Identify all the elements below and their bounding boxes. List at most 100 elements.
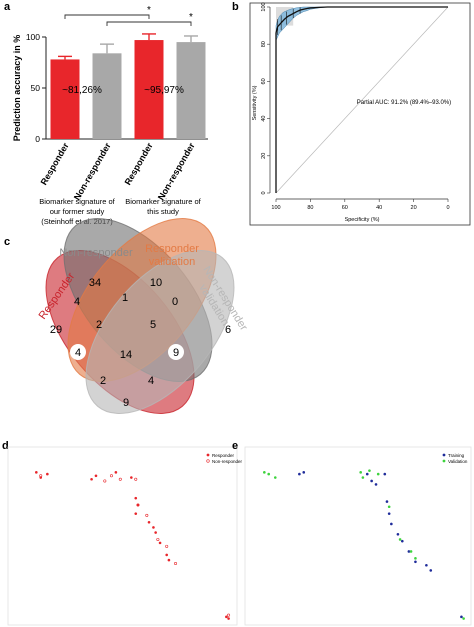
- b-y-tick-label-1: 20: [261, 153, 267, 159]
- venn-count-nr-rv-nrv: 5: [150, 319, 156, 331]
- venn-count-r-rv: 4: [75, 347, 81, 359]
- panel-b: b Sensitivity (%) Specificity (%) 100 80 6…: [232, 1, 471, 226]
- a-y-tick-label-2: 100: [26, 32, 40, 42]
- a-x-tick-labels: Responder Non-responder Responder Non-respo…: [39, 141, 197, 202]
- b-x-tick-label-3: 40: [376, 205, 382, 211]
- d-point-0-0: [35, 471, 38, 474]
- b-y-tick-label-4: 80: [261, 41, 267, 47]
- venn-highlight-nr-nrv: [168, 344, 184, 360]
- e-point-1-7: [387, 505, 391, 509]
- d-point-0-6: [130, 476, 133, 479]
- b-y-axis-label: Sensitivity (%): [252, 85, 258, 120]
- e-point-0-14: [429, 569, 433, 572]
- a-group-label-former: Biomarker signature of our former study …: [39, 197, 115, 226]
- e-point-0-6: [385, 500, 389, 503]
- venn-count-rv-only: 10: [150, 277, 162, 289]
- a-bars: [50, 33, 206, 140]
- a-x-tick-label-2: Responder: [123, 141, 155, 187]
- d-point-0-12: [154, 531, 157, 534]
- a-sig-star-non-responder: *: [189, 12, 193, 23]
- d-legend-marker-responder: [206, 453, 210, 457]
- d-point-0-8: [136, 503, 140, 507]
- d-point-1-5: [136, 503, 140, 507]
- b-x-tick-label-2: 60: [342, 205, 348, 211]
- e-legend-validation: Validation: [448, 459, 468, 464]
- b-y-tick-label-0: 0: [261, 191, 267, 194]
- panel-label-c: c: [4, 236, 10, 248]
- a-group-label-this: Biomarker signature of this study: [125, 197, 201, 216]
- venn-count-r-rv-nrv: 2: [100, 375, 106, 387]
- d-point-0-10: [147, 520, 151, 524]
- a-bar-0: [50, 59, 80, 139]
- a-group-former-line2: our former study: [50, 207, 105, 216]
- a-group-this-line1: Biomarker signature of: [125, 197, 201, 206]
- e-point-0-9: [396, 532, 400, 536]
- a-y-axis-label: Prediction accuracy in %: [12, 35, 22, 142]
- venn-label-non-responder: Non-responder: [59, 247, 133, 259]
- venn-highlight-r-rv: [70, 344, 86, 360]
- a-annotation-former: ~81,26%: [62, 85, 102, 96]
- panel-label-b: b: [232, 1, 239, 13]
- e-point-1-9: [409, 550, 413, 553]
- e-point-1-0: [263, 471, 266, 474]
- venn-count-nrv-only: 6: [225, 324, 231, 336]
- a-annotation-this: ~95,97%: [144, 85, 184, 96]
- e-point-0-0: [298, 472, 301, 476]
- e-point-0-4: [374, 483, 378, 486]
- venn-count-r-nr: 4: [74, 296, 80, 308]
- a-significance: **: [64, 5, 193, 26]
- d-point-1-3: [118, 477, 122, 481]
- e-scatter: [263, 469, 465, 620]
- e-point-0-8: [390, 522, 393, 526]
- e-point-1-3: [359, 471, 362, 474]
- d-point-1-1: [109, 474, 113, 478]
- d-scatter: [35, 471, 231, 620]
- b-frame: [249, 2, 471, 226]
- venn-count-nr-rv: 1: [122, 292, 128, 304]
- b-y-tick-label-3: 60: [261, 78, 267, 84]
- panel-c: c Responder Non-responder Responder vali…: [4, 218, 250, 414]
- b-roc-curve: [275, 6, 448, 193]
- d-point-0-13: [158, 541, 162, 545]
- d-frame: [7, 446, 238, 626]
- e-point-0-10: [401, 539, 404, 543]
- e-legend-marker-training: [442, 453, 446, 457]
- e-frame: [244, 446, 472, 626]
- a-bar-1: [92, 53, 122, 139]
- venn-counts: 34 10 29 6 4 1 0 2 5 4 9 14 2 4 9: [50, 277, 231, 409]
- e-point-0-1: [302, 471, 306, 474]
- a-sig-star-responder: *: [147, 5, 151, 16]
- b-x-tick-label-1: 80: [307, 205, 313, 211]
- a-x-tick-label-1: Non-responder: [72, 141, 113, 202]
- panel-e: e Training Validation: [232, 440, 472, 626]
- venn-count-rv-nrv: 0: [172, 296, 178, 308]
- b-y-tick-label-5: 100: [261, 2, 267, 11]
- d-point-0-15: [167, 558, 171, 562]
- b-diagonal-reference: [275, 6, 449, 194]
- d-point-0-17: [227, 617, 230, 620]
- b-confidence-band: [275, 6, 328, 41]
- venn-count-r-nr-nrv: 4: [148, 375, 154, 387]
- panel-d: d Responder Non-responder: [2, 440, 243, 626]
- e-point-0-3: [370, 479, 373, 483]
- venn-label-responder-validation-2: validation: [149, 256, 195, 268]
- a-y-ticks: 0 50 100: [26, 32, 46, 144]
- e-point-0-15: [460, 615, 463, 619]
- b-x-tick-label-0: 100: [271, 205, 280, 211]
- e-point-0-5: [383, 472, 387, 476]
- e-legend: Training Validation: [442, 453, 468, 464]
- d-point-0-4: [90, 477, 93, 481]
- d-legend: Responder Non-responder: [206, 453, 243, 464]
- a-y-tick-label-1: 50: [31, 83, 41, 93]
- b-partial-auc-label: Partial AUC: 91.2% (89.4%–93.0%): [357, 100, 451, 106]
- e-point-1-10: [414, 557, 417, 560]
- b-roc-plot: [275, 6, 449, 194]
- panel-label-d: d: [2, 440, 9, 452]
- a-bar-3: [176, 42, 206, 139]
- a-x-tick-label-0: Responder: [39, 141, 71, 187]
- e-point-1-6: [376, 472, 380, 476]
- venn-count-nr-nrv: 9: [173, 347, 179, 359]
- d-legend-non-responder: Non-responder: [212, 459, 243, 464]
- e-point-0-12: [414, 560, 417, 564]
- d-legend-responder: Responder: [212, 453, 235, 458]
